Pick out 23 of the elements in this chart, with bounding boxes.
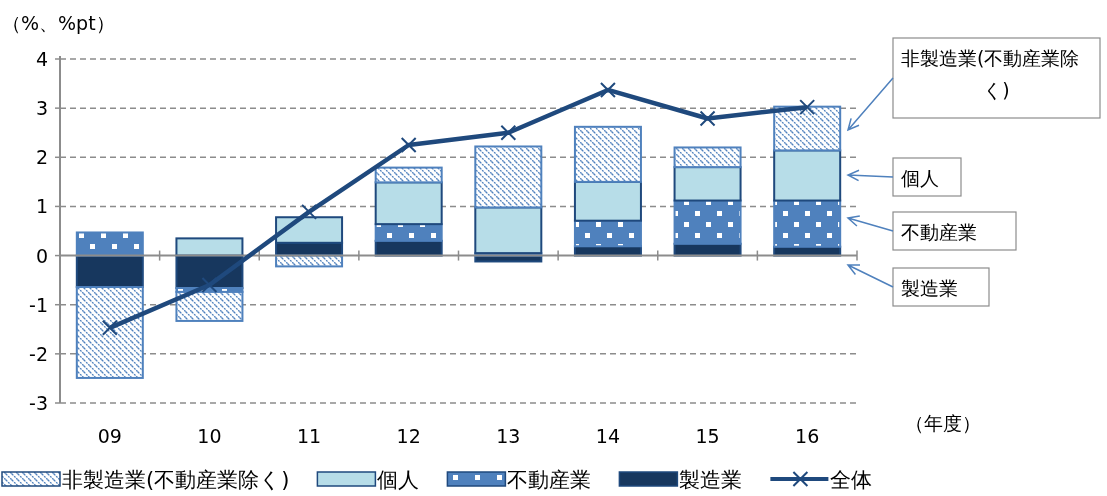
legend-label: 個人	[377, 468, 420, 492]
y-tick-label: 0	[35, 244, 48, 267]
y-tick-label: 4	[35, 48, 48, 70]
x-tick-label: 15	[695, 425, 720, 447]
legend-label: 非製造業(不動産業除く)	[62, 468, 290, 492]
x-axis-title: （年度）	[905, 412, 981, 434]
x-tick-label: 12	[396, 425, 421, 447]
legend-label: 製造業	[679, 468, 743, 492]
y-tick-label: 1	[35, 195, 48, 218]
y-tick-label: 3	[35, 97, 48, 120]
x-tick-label: 16	[795, 425, 820, 447]
x-tick-label: 11	[296, 425, 322, 447]
y-axis-title: （%、%pt）	[2, 12, 115, 34]
y-tick-label: -1	[29, 293, 48, 316]
y-tick-label: -3	[29, 392, 48, 414]
x-tick-label: 13	[496, 425, 521, 447]
y-tick-label: 2	[35, 146, 48, 169]
x-tick-label: 09	[97, 425, 122, 447]
x-tick-label: 14	[595, 425, 621, 447]
legend-label: 全体	[830, 468, 873, 492]
legend-label: 不動産業	[507, 468, 592, 492]
x-tick-label: 10	[197, 425, 222, 447]
y-tick-label: -2	[29, 342, 48, 365]
